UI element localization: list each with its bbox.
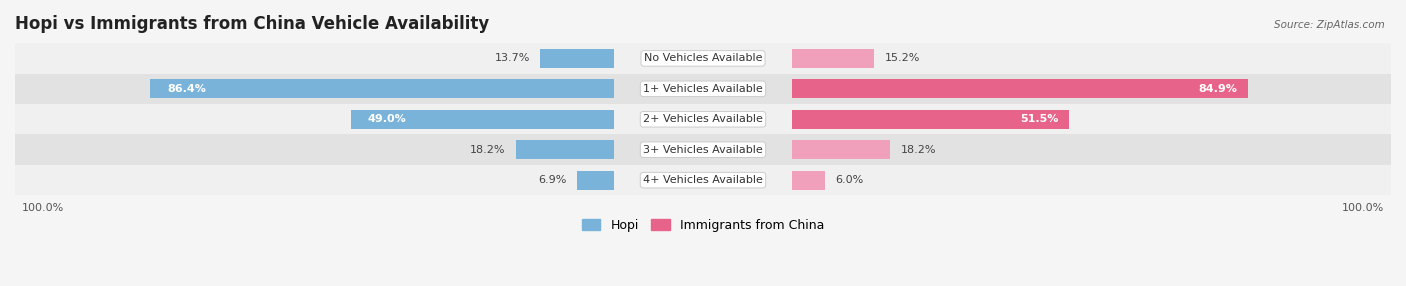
Bar — [576, 171, 613, 190]
Bar — [350, 110, 613, 129]
Text: 84.9%: 84.9% — [1199, 84, 1237, 94]
Text: 1+ Vehicles Available: 1+ Vehicles Available — [643, 84, 763, 94]
Bar — [793, 140, 890, 159]
Bar — [15, 104, 1391, 134]
Text: 6.0%: 6.0% — [835, 175, 863, 185]
Text: 15.2%: 15.2% — [884, 53, 920, 63]
Text: Hopi vs Immigrants from China Vehicle Availability: Hopi vs Immigrants from China Vehicle Av… — [15, 15, 489, 33]
Bar — [793, 49, 875, 68]
Text: 6.9%: 6.9% — [538, 175, 567, 185]
Bar — [516, 140, 613, 159]
Bar — [540, 49, 613, 68]
Legend: Hopi, Immigrants from China: Hopi, Immigrants from China — [576, 214, 830, 237]
Text: 49.0%: 49.0% — [368, 114, 406, 124]
Text: 18.2%: 18.2% — [900, 145, 936, 155]
Bar — [793, 80, 1249, 98]
Text: 18.2%: 18.2% — [470, 145, 506, 155]
Text: 13.7%: 13.7% — [495, 53, 530, 63]
Bar — [15, 165, 1391, 195]
Text: No Vehicles Available: No Vehicles Available — [644, 53, 762, 63]
Text: 3+ Vehicles Available: 3+ Vehicles Available — [643, 145, 763, 155]
Bar — [15, 134, 1391, 165]
Text: 100.0%: 100.0% — [22, 203, 65, 213]
Text: 51.5%: 51.5% — [1021, 114, 1059, 124]
Bar — [15, 43, 1391, 74]
Text: 100.0%: 100.0% — [1341, 203, 1384, 213]
Bar — [793, 110, 1069, 129]
Text: Source: ZipAtlas.com: Source: ZipAtlas.com — [1274, 20, 1385, 30]
Text: 86.4%: 86.4% — [167, 84, 205, 94]
Text: 2+ Vehicles Available: 2+ Vehicles Available — [643, 114, 763, 124]
Bar — [150, 80, 613, 98]
Text: 4+ Vehicles Available: 4+ Vehicles Available — [643, 175, 763, 185]
Bar — [793, 171, 825, 190]
Bar — [15, 74, 1391, 104]
